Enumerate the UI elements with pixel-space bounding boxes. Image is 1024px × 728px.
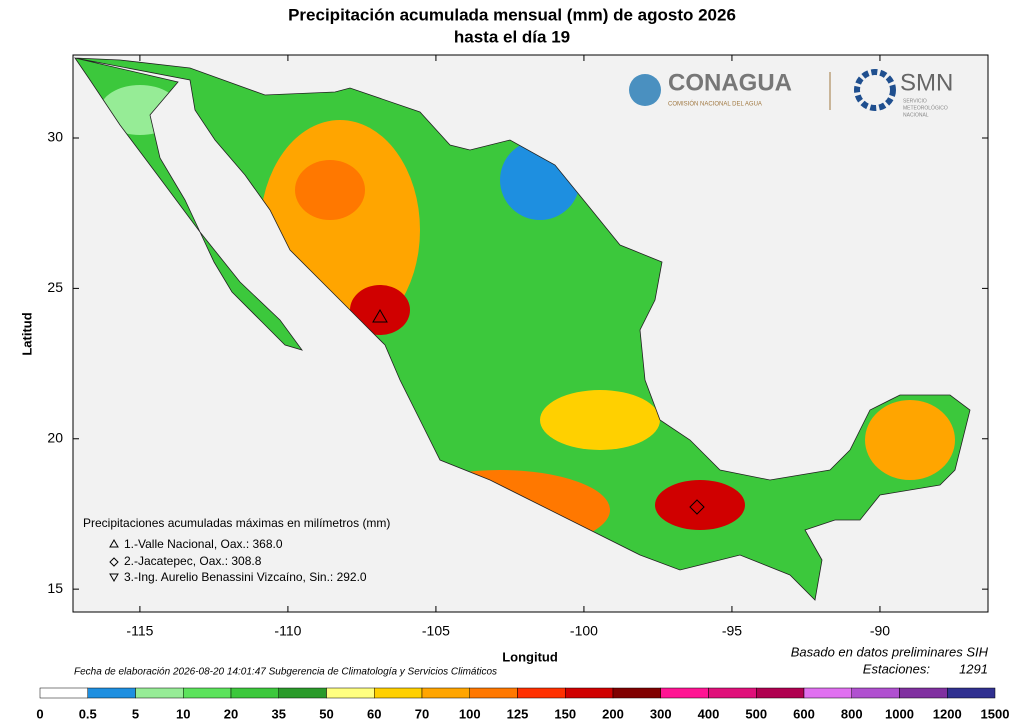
footer-right: Estaciones: bbox=[863, 661, 931, 676]
colorbar-swatch bbox=[469, 687, 518, 699]
colorbar-swatch bbox=[421, 687, 470, 699]
colorbar-swatch bbox=[899, 687, 948, 699]
colorbar-swatch bbox=[39, 687, 88, 699]
colorbar-swatch bbox=[756, 687, 805, 699]
colorbar-label: 500 bbox=[745, 706, 767, 721]
colorbar-label: 200 bbox=[602, 706, 624, 721]
conagua-icon bbox=[629, 74, 661, 106]
x-tick-label: -90 bbox=[870, 623, 890, 639]
colorbar-label: 35 bbox=[272, 706, 286, 721]
colorbar-swatch bbox=[803, 687, 852, 699]
max-marker bbox=[372, 309, 388, 323]
colorbar-swatch bbox=[230, 687, 279, 699]
title: Precipitación acumulada mensual (mm) de … bbox=[288, 5, 736, 24]
colorbar-swatch bbox=[517, 687, 566, 699]
colorbar-label: 5 bbox=[132, 706, 139, 721]
maxima-heading: Precipitaciones acumuladas máximas en mi… bbox=[83, 516, 390, 530]
colorbar-label: 600 bbox=[793, 706, 815, 721]
colorbar-label: 20 bbox=[224, 706, 238, 721]
colorbar-swatch bbox=[947, 687, 996, 699]
colorbar-label: 800 bbox=[841, 706, 863, 721]
maxima-item: 3.-Ing. Aurelio Benassini Vizcaíno, Sin.… bbox=[124, 570, 367, 584]
colorbar-label: 100 bbox=[459, 706, 481, 721]
colorbar-label: 10 bbox=[176, 706, 190, 721]
footer-right: Basado en datos preliminares SIH bbox=[791, 644, 989, 659]
colorbar-swatch bbox=[374, 687, 423, 699]
smn-logo: SMN bbox=[900, 69, 953, 96]
colorbar-label: 60 bbox=[367, 706, 381, 721]
coastline bbox=[74, 57, 971, 601]
x-tick-label: -95 bbox=[722, 623, 742, 639]
y-tick-label: 20 bbox=[47, 429, 63, 445]
colorbar-label: 0 bbox=[36, 706, 43, 721]
max-marker bbox=[689, 499, 705, 515]
colorbar-swatch bbox=[565, 687, 614, 699]
footer-left: Fecha de elaboración 2026-08-20 14:01:47… bbox=[74, 667, 497, 678]
conagua-logo: CONAGUA bbox=[668, 69, 792, 96]
colorbar-label: 125 bbox=[507, 706, 529, 721]
x-axis-label: Longitud bbox=[502, 649, 558, 664]
colorbar-swatch bbox=[612, 687, 661, 699]
colorbar-label: 1000 bbox=[885, 706, 914, 721]
x-tick-label: -105 bbox=[422, 623, 450, 639]
colorbar-swatch bbox=[851, 687, 900, 699]
legend-marker bbox=[109, 557, 119, 567]
colorbar-label: 150 bbox=[554, 706, 576, 721]
title: hasta el día 19 bbox=[454, 27, 570, 46]
colorbar-label: 0.5 bbox=[79, 706, 97, 721]
colorbar-label: 300 bbox=[650, 706, 672, 721]
y-tick-label: 25 bbox=[47, 279, 63, 295]
y-axis-label: Latitud bbox=[19, 312, 34, 355]
colorbar-swatch bbox=[278, 687, 327, 699]
colorbar-swatch bbox=[87, 687, 136, 699]
smn-sub: NACIONAL bbox=[903, 112, 929, 118]
logos: CONAGUA COMISIÓN NACIONAL DEL AGUA SMN S… bbox=[629, 69, 953, 118]
colorbar-label: 1200 bbox=[933, 706, 962, 721]
colorbar-swatch bbox=[326, 687, 375, 699]
colorbar-label: 400 bbox=[698, 706, 720, 721]
colorbar-swatch bbox=[135, 687, 184, 699]
colorbar-swatch bbox=[660, 687, 709, 699]
conagua-sub: COMISIÓN NACIONAL DEL AGUA bbox=[668, 101, 762, 108]
smn-icon bbox=[854, 69, 896, 111]
y-tick-label: 15 bbox=[47, 580, 63, 596]
maxima-item: 2.-Jacatepec, Oax.: 308.8 bbox=[124, 554, 262, 568]
maxima-item: 1.-Valle Nacional, Oax.: 368.0 bbox=[124, 537, 283, 551]
legend-marker bbox=[109, 573, 119, 583]
y-tick-label: 30 bbox=[47, 129, 63, 145]
colorbar-swatch bbox=[708, 687, 757, 699]
colorbar-label: 70 bbox=[415, 706, 429, 721]
smn-sub: METEOROLÓGICO bbox=[903, 104, 948, 111]
x-tick-label: -115 bbox=[126, 623, 153, 639]
colorbar-swatch bbox=[183, 687, 232, 699]
colorbar-label: 1500 bbox=[981, 706, 1010, 721]
smn-sub: SERVICIO bbox=[903, 98, 927, 104]
footer-right: 1291 bbox=[959, 661, 988, 676]
legend-marker bbox=[109, 538, 119, 548]
x-tick-label: -110 bbox=[274, 623, 301, 639]
colorbar-label: 50 bbox=[319, 706, 333, 721]
x-tick-label: -100 bbox=[570, 623, 598, 639]
